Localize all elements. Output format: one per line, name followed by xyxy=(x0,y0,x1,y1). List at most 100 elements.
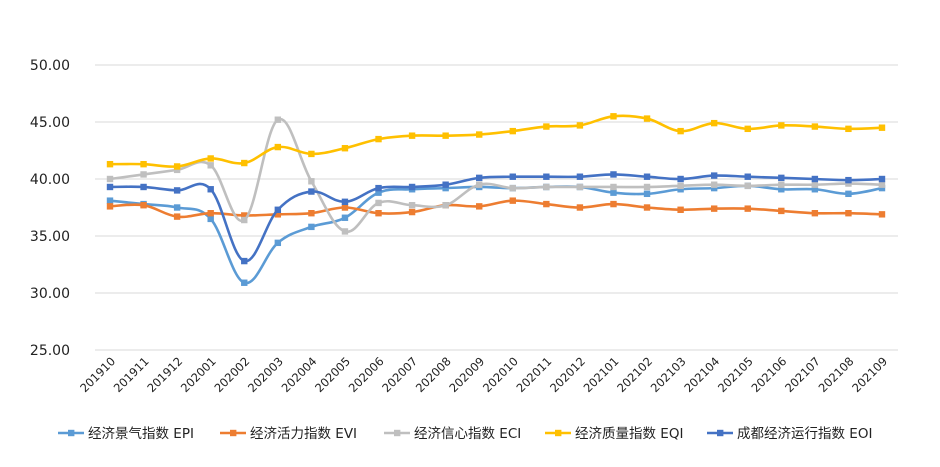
y-tick-label: 35.00 xyxy=(30,229,70,245)
data-point xyxy=(173,213,181,220)
legend-label: 经济信心指数 ECI xyxy=(414,426,521,442)
data-point xyxy=(173,204,181,211)
data-point xyxy=(643,204,651,211)
data-point xyxy=(308,150,315,158)
data-point xyxy=(710,181,718,188)
data-point xyxy=(106,175,114,183)
x-tick-label: 202108 xyxy=(816,354,857,395)
data-point xyxy=(710,205,718,212)
data-point xyxy=(543,183,550,191)
data-point xyxy=(509,197,516,204)
legend-marker-icon xyxy=(717,429,724,437)
data-point xyxy=(341,145,349,152)
data-point xyxy=(241,216,248,224)
data-point xyxy=(274,206,282,213)
data-point xyxy=(744,182,751,190)
data-point xyxy=(207,210,214,217)
data-point xyxy=(341,214,349,221)
legend: 经济景气指数 EPI 经济活力指数 EVI 经济信心指数 ECI 经济质量指数 EQI… xyxy=(58,426,872,442)
data-point xyxy=(845,176,852,184)
data-point xyxy=(241,279,248,286)
data-point xyxy=(610,200,617,208)
x-tick-label: 202007 xyxy=(379,354,420,395)
x-tick-label: 202011 xyxy=(514,354,555,395)
data-point xyxy=(543,173,550,180)
series-5 xyxy=(106,171,886,265)
data-point xyxy=(207,155,214,162)
data-point xyxy=(274,211,282,218)
x-tick-label: 202008 xyxy=(413,354,454,395)
data-point xyxy=(811,175,819,183)
data-point xyxy=(341,198,349,205)
legend-item: 成都经济运行指数 EOI xyxy=(707,426,872,442)
data-point xyxy=(610,183,617,191)
x-tick-label: 202102 xyxy=(614,354,655,395)
data-point xyxy=(375,184,382,192)
data-point xyxy=(811,186,819,193)
data-point xyxy=(878,211,886,218)
data-point xyxy=(106,160,114,168)
data-point xyxy=(207,162,214,169)
data-point xyxy=(811,123,819,130)
data-point xyxy=(140,183,147,191)
data-point xyxy=(341,228,349,235)
data-point xyxy=(476,174,483,182)
data-point xyxy=(643,115,651,122)
data-point xyxy=(140,171,147,178)
x-tick-label: 202107 xyxy=(782,354,823,395)
x-tick-label: 202001 xyxy=(178,354,219,395)
data-point xyxy=(643,173,651,180)
data-point xyxy=(173,166,181,174)
legend-item: 经济信心指数 ECI xyxy=(384,426,521,442)
data-point xyxy=(274,143,282,151)
data-point xyxy=(677,182,684,190)
data-point xyxy=(241,257,248,265)
x-tick-label: 202002 xyxy=(211,354,252,395)
data-point xyxy=(442,181,449,188)
gridlines xyxy=(95,64,898,351)
x-axis: 2019102019112019122020012020022020032020… xyxy=(77,354,890,395)
legend-label: 成都经济运行指数 EOI xyxy=(737,426,872,442)
legend-marker-icon xyxy=(555,429,562,437)
data-point xyxy=(341,204,349,211)
data-point xyxy=(576,173,584,180)
x-tick-label: 202003 xyxy=(245,354,286,395)
data-point xyxy=(845,125,852,133)
data-point xyxy=(408,202,416,209)
x-tick-label: 201910 xyxy=(77,354,118,395)
data-point xyxy=(811,210,819,217)
legend-marker-icon xyxy=(394,429,401,437)
series-line xyxy=(108,184,884,285)
data-point xyxy=(476,203,483,210)
y-tick-label: 50.00 xyxy=(30,58,70,74)
data-point xyxy=(408,183,416,191)
legend-item: 经济景气指数 EPI xyxy=(58,426,194,442)
data-point xyxy=(677,186,684,193)
data-point xyxy=(408,132,416,139)
x-tick-label: 202106 xyxy=(748,354,789,395)
data-point xyxy=(878,181,886,188)
data-point xyxy=(543,200,550,208)
data-point xyxy=(442,202,449,209)
data-point xyxy=(677,175,684,183)
series-4 xyxy=(106,113,886,170)
data-point xyxy=(610,171,617,178)
data-point xyxy=(744,205,751,212)
legend-item: 经济活力指数 EVI xyxy=(220,426,357,442)
x-tick-label: 202009 xyxy=(446,354,487,395)
data-point xyxy=(308,178,315,185)
series-3 xyxy=(106,116,886,235)
data-point xyxy=(308,223,315,231)
y-tick-label: 25.00 xyxy=(30,343,70,359)
x-tick-label: 202105 xyxy=(715,354,756,395)
data-point xyxy=(509,184,516,192)
series-line xyxy=(108,114,884,168)
data-point xyxy=(442,184,449,192)
data-point xyxy=(878,175,886,183)
data-point xyxy=(811,181,819,188)
data-point xyxy=(878,124,886,131)
data-point xyxy=(308,188,315,195)
data-point xyxy=(543,123,550,130)
x-tick-label: 202012 xyxy=(547,354,588,395)
legend-label: 经济质量指数 EQI xyxy=(575,426,683,442)
